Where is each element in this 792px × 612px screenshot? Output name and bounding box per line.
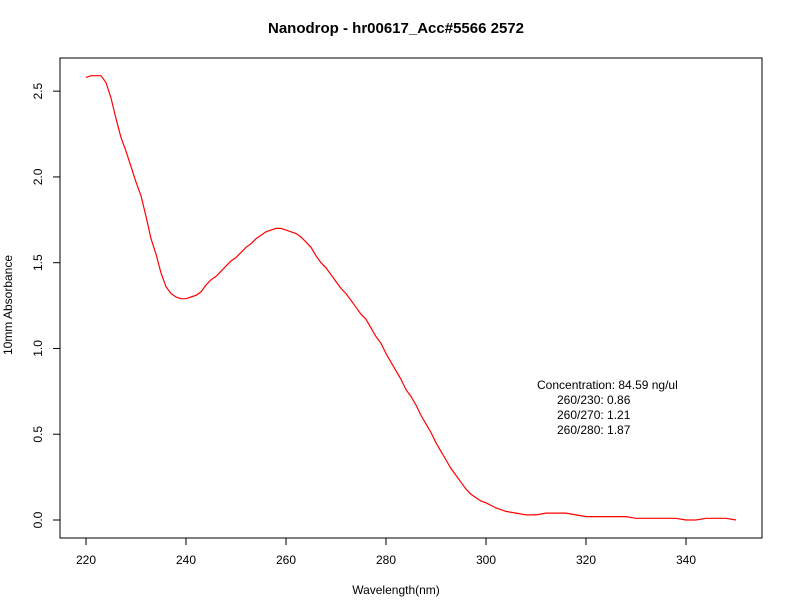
y-tick-label: 2.0 bbox=[31, 168, 45, 185]
x-tick-label: 300 bbox=[476, 553, 496, 567]
x-axis-label: Wavelength(nm) bbox=[352, 583, 440, 597]
x-tick-label: 340 bbox=[676, 553, 696, 567]
y-tick-label: 2.5 bbox=[31, 82, 45, 99]
y-tick-label: 0.5 bbox=[31, 426, 45, 443]
annotation-concentration: Concentration: 84.59 ng/ul bbox=[537, 378, 678, 392]
x-tick-label: 320 bbox=[576, 553, 596, 567]
absorbance-line bbox=[85, 75, 737, 521]
y-tick-label: 1.0 bbox=[31, 340, 45, 357]
y-tick-label: 0.0 bbox=[31, 511, 45, 528]
y-axis: 0.0 0.5 1.0 1.5 2.0 2.5 bbox=[31, 82, 61, 528]
series-layer bbox=[85, 75, 737, 521]
x-tick-label: 260 bbox=[276, 553, 296, 567]
x-tick-label: 220 bbox=[76, 553, 96, 567]
plot-frame bbox=[59, 57, 763, 539]
x-tick-label: 240 bbox=[176, 553, 196, 567]
measurement-annotations: Concentration: 84.59 ng/ul 260/230: 0.86… bbox=[537, 378, 678, 438]
x-axis: 220 240 260 280 300 320 340 bbox=[76, 537, 696, 567]
x-tick-label: 280 bbox=[376, 553, 396, 567]
y-axis-label: 10mm Absorbance bbox=[1, 254, 15, 356]
annotation-260-280: 260/280: 1.87 bbox=[537, 423, 631, 437]
annotation-260-270: 260/270: 1.21 bbox=[537, 408, 631, 422]
annotation-260-230: 260/230: 0.86 bbox=[537, 393, 631, 407]
chart-title: Nanodrop - hr00617_Acc#5566 2572 bbox=[268, 20, 524, 37]
y-tick-label: 1.5 bbox=[31, 254, 45, 271]
